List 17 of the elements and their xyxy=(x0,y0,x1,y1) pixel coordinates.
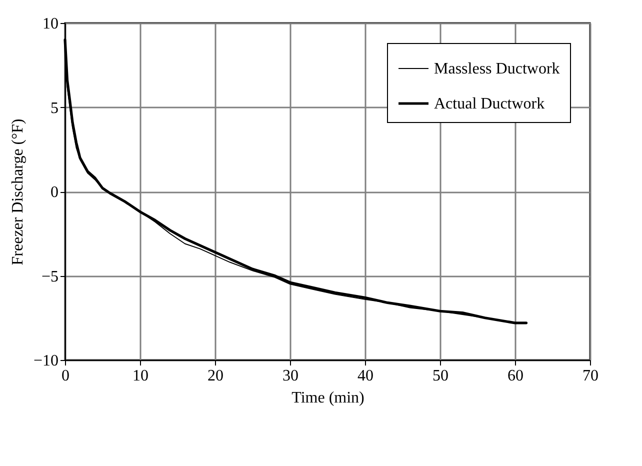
x-tick-label: 30 xyxy=(282,368,298,384)
x-tick-label: 40 xyxy=(358,368,374,384)
y-tick-label: 5 xyxy=(50,100,58,117)
legend-label: Massless Ductwork xyxy=(434,60,560,78)
legend-label: Actual Ductwork xyxy=(434,96,545,112)
x-axis-title: Time (min) xyxy=(292,390,364,406)
y-tick-label: 0 xyxy=(50,184,58,201)
y-tick-label: 10 xyxy=(42,16,58,32)
x-tick-label: 10 xyxy=(132,368,148,384)
y-tick-label: −5 xyxy=(41,268,58,286)
y-tick-label: −10 xyxy=(33,352,58,370)
x-tick-label: 20 xyxy=(208,368,224,384)
y-axis-title: Freezer Discharge (°F) xyxy=(9,118,26,266)
x-tick-label: 0 xyxy=(62,368,70,384)
x-tick-label: 70 xyxy=(582,368,598,384)
x-tick-label: 50 xyxy=(432,368,448,384)
x-tick-label: 60 xyxy=(508,368,524,384)
